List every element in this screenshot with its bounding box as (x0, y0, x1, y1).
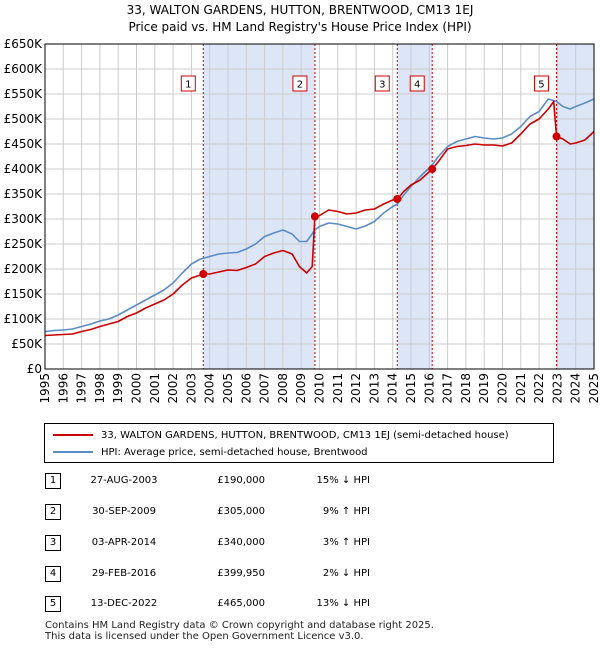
x-tick-label: 2003 (184, 373, 198, 404)
legend-item-hpi: HPI: Average price, semi-detached house,… (45, 444, 368, 460)
x-tick-label: 2017 (441, 373, 455, 404)
sale-date: 29-FEB-2016 (88, 568, 160, 579)
y-tick-label: £250K (4, 237, 44, 251)
x-tick-label: 2006 (239, 373, 253, 404)
x-tick-label: 2012 (349, 373, 363, 404)
sale-hpi-diff: 15% ↓ HPI (285, 475, 370, 486)
x-tick-label: 2023 (550, 373, 564, 404)
x-tick-label: 2025 (587, 373, 600, 404)
x-tick-label: 1998 (93, 373, 107, 404)
sale-point (552, 133, 560, 141)
table-row: 2 30-SEP-2009 £305,000 9% ↑ HPI (0, 504, 600, 522)
sale-number-label: 5 (538, 80, 544, 91)
x-tick-label: 2007 (258, 373, 272, 404)
x-tick-label: 2000 (130, 373, 144, 404)
y-tick-label: £100K (4, 312, 44, 326)
x-tick-label: 2016 (422, 373, 436, 404)
sale-number-label: 3 (379, 80, 385, 91)
sale-hpi-diff: 13% ↓ HPI (285, 598, 370, 609)
sale-date: 03-APR-2014 (88, 537, 160, 548)
x-tick-label: 2011 (331, 373, 345, 404)
sale-point (428, 165, 436, 173)
x-tick-label: 2005 (221, 373, 235, 404)
y-tick-label: £500K (4, 112, 44, 126)
x-tick-label: 2021 (514, 373, 528, 404)
price-chart: £0 £50K £100K £150K £200K £250K £300K £350K £400… (0, 0, 600, 420)
footer-attribution: Contains HM Land Registry data © Crown c… (45, 620, 434, 642)
y-tick-label: £650K (4, 37, 44, 51)
sale-price: £340,000 (195, 537, 265, 548)
x-tick-label: 2001 (148, 373, 162, 404)
sale-price: £190,000 (195, 475, 265, 486)
legend-label-property: 33, WALTON GARDENS, HUTTON, BRENTWOOD, C… (101, 430, 509, 441)
x-tick-label: 2020 (496, 373, 510, 404)
y-tick-label: £50K (11, 337, 43, 351)
x-tick-label: 2013 (367, 373, 381, 404)
sale-point (311, 213, 319, 221)
y-tick-label: £400K (4, 162, 44, 176)
x-tick-label: 1999 (111, 373, 125, 404)
chart-legend: 33, WALTON GARDENS, HUTTON, BRENTWOOD, C… (44, 423, 554, 463)
sale-number-badge: 4 (45, 566, 61, 582)
x-tick-label: 1995 (38, 373, 52, 404)
sale-number-badge: 3 (45, 535, 61, 551)
y-tick-label: £300K (4, 212, 44, 226)
legend-swatch-hpi (53, 451, 93, 453)
sale-price: £399,950 (195, 568, 265, 579)
sale-hpi-diff: 2% ↓ HPI (285, 568, 370, 579)
sale-point (199, 270, 207, 278)
sale-number-label: 1 (185, 80, 191, 91)
sale-number-badge: 5 (45, 596, 61, 612)
x-tick-label: 2009 (294, 373, 308, 404)
sale-number-badge: 2 (45, 504, 61, 520)
sale-point (393, 195, 401, 203)
y-tick-label: £350K (4, 187, 44, 201)
ownership-shade (203, 44, 315, 369)
footer-copyright: Contains HM Land Registry data © Crown c… (45, 620, 434, 631)
footer-licence: This data is licensed under the Open Gov… (45, 631, 434, 642)
sale-number-label: 4 (414, 80, 420, 91)
x-tick-label: 2004 (203, 373, 217, 404)
x-tick-label: 2008 (276, 373, 290, 404)
y-tick-label: £450K (4, 137, 44, 151)
y-tick-label: £150K (4, 287, 44, 301)
sale-date: 27-AUG-2003 (88, 475, 160, 486)
sale-date: 13-DEC-2022 (88, 598, 160, 609)
x-tick-label: 1997 (75, 373, 89, 404)
table-row: 3 03-APR-2014 £340,000 3% ↑ HPI (0, 535, 600, 553)
x-tick-label: 2024 (569, 373, 583, 404)
legend-swatch-property (53, 434, 93, 436)
sale-number-badge: 1 (45, 473, 61, 489)
x-tick-label: 2002 (166, 373, 180, 404)
sale-date: 30-SEP-2009 (88, 506, 160, 517)
ownership-shade (397, 44, 432, 369)
x-tick-label: 1996 (56, 373, 70, 404)
sale-hpi-diff: 9% ↑ HPI (285, 506, 370, 517)
sale-number-label: 2 (297, 80, 303, 91)
x-tick-label: 2019 (477, 373, 491, 404)
sale-price: £465,000 (195, 598, 265, 609)
x-tick-label: 2018 (459, 373, 473, 404)
y-tick-label: £600K (4, 62, 44, 76)
x-tick-label: 2022 (532, 373, 546, 404)
table-row: 5 13-DEC-2022 £465,000 13% ↓ HPI (0, 596, 600, 614)
y-tick-label: £550K (4, 87, 44, 101)
x-tick-label: 2010 (313, 373, 327, 404)
y-tick-label: £200K (4, 262, 44, 276)
legend-item-property: 33, WALTON GARDENS, HUTTON, BRENTWOOD, C… (45, 427, 509, 443)
legend-label-hpi: HPI: Average price, semi-detached house,… (101, 447, 368, 458)
sale-price: £305,000 (195, 506, 265, 517)
x-tick-label: 2015 (404, 373, 418, 404)
x-tick-label: 2014 (386, 373, 400, 404)
table-row: 1 27-AUG-2003 £190,000 15% ↓ HPI (0, 473, 600, 491)
table-row: 4 29-FEB-2016 £399,950 2% ↓ HPI (0, 566, 600, 584)
sale-hpi-diff: 3% ↑ HPI (285, 537, 370, 548)
